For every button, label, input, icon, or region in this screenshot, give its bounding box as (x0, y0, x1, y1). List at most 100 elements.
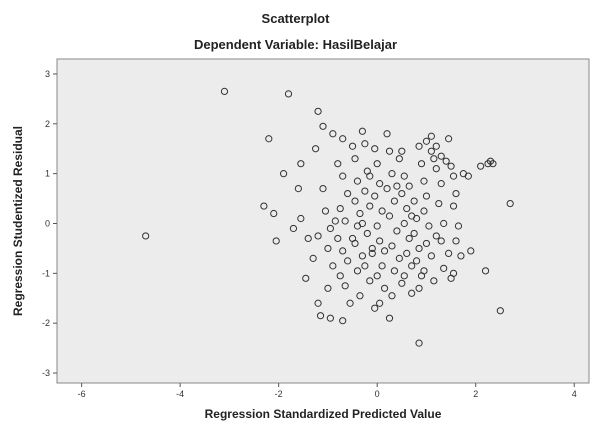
data-point (489, 160, 497, 168)
data-point (440, 219, 448, 228)
data-point (408, 212, 416, 220)
x-tick-label: 0 (375, 389, 380, 399)
data-point (326, 224, 334, 233)
y-tick-label: 0 (45, 218, 50, 228)
data-point (336, 204, 344, 213)
data-point (358, 219, 367, 228)
data-point (398, 189, 406, 198)
data-point (445, 249, 453, 257)
data-point (420, 177, 428, 185)
data-point (353, 267, 362, 275)
y-axis-title: Regression Studentized Residual (11, 126, 25, 316)
data-point (452, 237, 460, 245)
data-point (454, 222, 463, 230)
data-point (339, 172, 347, 180)
y-tick-label: -2 (42, 318, 50, 328)
data-point (336, 272, 344, 280)
data-point (265, 135, 273, 143)
data-point (383, 185, 391, 193)
data-point (334, 234, 342, 243)
chart-title: Scatterplot (261, 11, 330, 26)
data-point (260, 202, 268, 210)
data-point (400, 272, 408, 280)
data-point (388, 242, 396, 250)
data-point (376, 237, 384, 245)
data-point (452, 189, 460, 198)
data-point (346, 299, 354, 307)
data-point (358, 127, 367, 135)
data-point (398, 147, 406, 155)
data-point (316, 312, 325, 320)
data-point (408, 262, 416, 270)
data-point (302, 274, 310, 282)
data-point (449, 269, 458, 277)
data-point (432, 232, 440, 240)
data-point (373, 222, 381, 230)
data-point (427, 252, 435, 260)
data-point (481, 267, 490, 275)
data-points (142, 87, 514, 347)
data-point (430, 277, 438, 285)
data-point (331, 217, 339, 225)
data-point (361, 187, 369, 195)
data-point (422, 137, 431, 145)
data-point (356, 292, 364, 300)
data-point (348, 234, 357, 243)
data-point (408, 289, 416, 297)
data-point (319, 122, 327, 130)
data-point (366, 202, 374, 210)
data-point (385, 147, 394, 155)
data-point (329, 130, 337, 138)
y-tick-label: 2 (45, 119, 50, 129)
data-point (314, 232, 322, 240)
data-point (442, 157, 450, 165)
chart-subtitle: Dependent Variable: HasilBelajar (193, 37, 398, 52)
data-point (445, 135, 453, 143)
y-tick-label: 3 (45, 69, 50, 79)
data-point (435, 199, 443, 208)
data-point (496, 307, 504, 315)
y-tick-label: -3 (42, 368, 50, 378)
data-point (457, 252, 465, 260)
plot-area (56, 58, 590, 384)
data-point (348, 142, 357, 150)
data-point (415, 244, 423, 253)
data-point (339, 247, 347, 255)
data-point (440, 264, 448, 272)
data-point (279, 170, 288, 178)
y-tick-label: 1 (45, 169, 50, 179)
x-tick-label: -6 (78, 389, 86, 399)
data-point (339, 135, 347, 143)
data-point (484, 160, 492, 168)
data-point (368, 249, 376, 257)
data-point (410, 229, 418, 238)
x-tick-label: -2 (275, 389, 283, 399)
data-point (309, 254, 317, 262)
data-point (486, 157, 495, 165)
data-point (385, 212, 394, 220)
data-point (420, 267, 428, 275)
data-point (272, 237, 280, 245)
data-point (341, 217, 349, 225)
data-point (395, 155, 403, 163)
data-point (393, 227, 401, 235)
data-point (403, 249, 411, 257)
data-point (368, 244, 376, 253)
data-point (432, 142, 440, 150)
data-point (358, 252, 367, 260)
data-point (415, 339, 423, 347)
data-point (339, 317, 347, 325)
data-point (380, 284, 389, 292)
data-point (371, 192, 379, 200)
data-point (395, 254, 403, 262)
data-point (378, 262, 386, 270)
data-point (284, 90, 293, 98)
data-point (334, 160, 342, 168)
data-point (506, 199, 514, 208)
data-point (410, 197, 418, 205)
data-point (390, 267, 399, 275)
data-point (351, 197, 359, 205)
data-point (356, 209, 364, 218)
data-point (314, 299, 322, 307)
data-point (437, 237, 445, 245)
